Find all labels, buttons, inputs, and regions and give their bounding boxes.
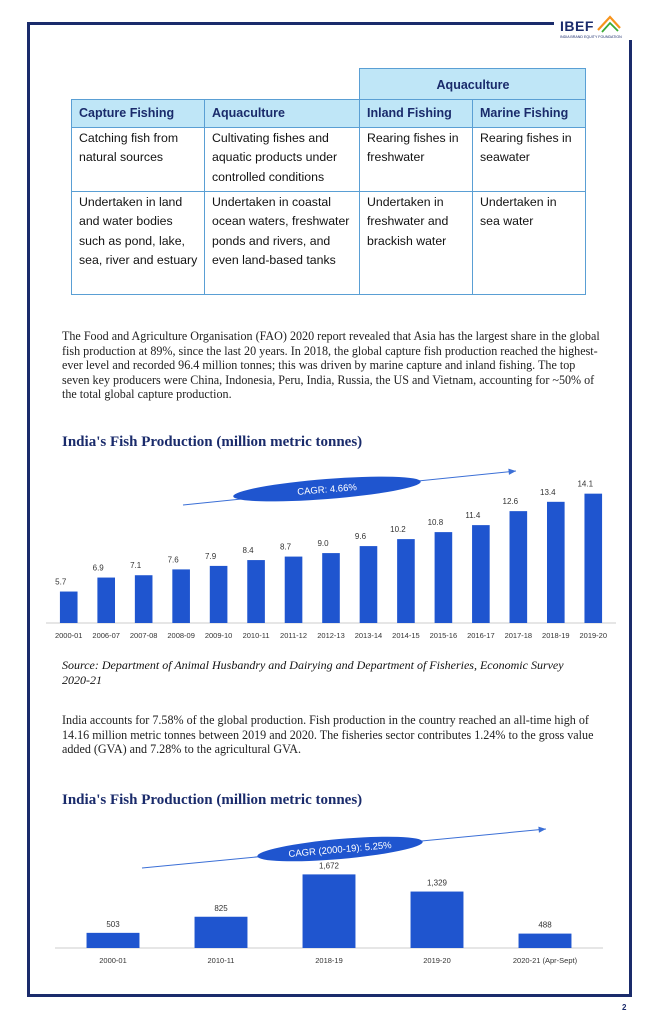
category-label: 2010-11 xyxy=(208,956,235,965)
data-label: 503 xyxy=(106,920,120,929)
category-label: 2019-20 xyxy=(423,956,451,965)
table-cell: Rearing fishes in seawater xyxy=(472,126,586,192)
data-label: 825 xyxy=(214,904,228,913)
data-label: 10.2 xyxy=(390,525,406,534)
bar xyxy=(97,577,116,623)
data-label: 12.6 xyxy=(503,497,519,506)
page-frame-top xyxy=(27,22,554,25)
category-label: 2020-21 (Apr-Sept) xyxy=(513,956,578,965)
trend-arrow-head xyxy=(508,468,516,475)
category-label: 2006-07 xyxy=(92,631,120,640)
bar xyxy=(134,575,153,623)
page-number: 2 xyxy=(622,1003,627,1012)
bar xyxy=(397,539,415,623)
category-label: 2007-08 xyxy=(130,631,158,640)
category-label: 2014-15 xyxy=(392,631,420,640)
table-group-header: Aquaculture xyxy=(359,68,586,100)
table-cell: Undertaken in freshwater and brackish wa… xyxy=(359,190,473,295)
bar xyxy=(434,532,453,623)
category-label: 2008-09 xyxy=(167,631,195,640)
cagr-badge: CAGR (2000-19): 5.25% xyxy=(257,836,423,862)
bar xyxy=(194,916,248,948)
page-frame-bottom xyxy=(27,994,632,997)
bar xyxy=(518,933,572,948)
category-label: 2016-17 xyxy=(467,631,495,640)
category-label: 2013-14 xyxy=(355,631,383,640)
data-label: 488 xyxy=(538,921,552,930)
category-label: 2019-20 xyxy=(580,631,608,640)
data-label: 8.4 xyxy=(243,546,255,555)
data-label: 5.7 xyxy=(55,578,67,587)
data-label: 7.6 xyxy=(168,555,180,564)
category-label: 2018-19 xyxy=(315,956,343,965)
data-label: 9.6 xyxy=(355,532,367,541)
chart1-heading: India's Fish Production (million metric … xyxy=(62,434,363,450)
table-header-marine: Marine Fishing xyxy=(472,99,586,128)
data-label: 9.0 xyxy=(317,539,329,548)
table-cell: Catching fish from natural sources xyxy=(71,126,205,192)
trend-arrow-head xyxy=(538,826,546,833)
table-cell: Undertaken in sea water xyxy=(472,190,586,295)
cagr-badge-shape xyxy=(257,836,423,862)
bar xyxy=(86,932,140,948)
cagr-label: CAGR: 4.66% xyxy=(297,482,358,498)
bar xyxy=(302,874,356,948)
bar xyxy=(284,556,303,623)
category-label: 2015-16 xyxy=(430,631,458,640)
bar xyxy=(359,546,378,623)
ibef-logo: IBEF INDIA BRAND EQUITY FOUNDATION xyxy=(560,14,626,42)
bar xyxy=(472,525,490,623)
category-label: 2009-10 xyxy=(205,631,233,640)
fish-production-chart-2: 503 2000-01 825 2010-11 1,672 2018-19 1,329 201… xyxy=(55,826,603,965)
category-label: 2017-18 xyxy=(505,631,533,640)
category-label: 2012-13 xyxy=(317,631,345,640)
cagr-badge: CAGR: 4.66% xyxy=(233,476,421,502)
category-label: 2000-01 xyxy=(99,956,127,965)
cagr-badge-shape xyxy=(233,476,421,502)
data-label: 1,672 xyxy=(319,861,340,870)
logo-text: IBEF xyxy=(560,18,594,34)
table-cell: Undertaken in land and water bodies such… xyxy=(71,190,205,295)
table-cell: Cultivating fishes and aquatic products … xyxy=(204,126,360,192)
category-label: 2018-19 xyxy=(542,631,570,640)
paragraph-india-share: India accounts for 7.58% of the global p… xyxy=(62,713,594,757)
paragraph-fao: The Food and Agriculture Organisation (F… xyxy=(62,329,600,402)
bar xyxy=(509,511,528,623)
bar xyxy=(584,493,603,623)
data-label: 13.4 xyxy=(540,488,556,497)
bar xyxy=(59,591,78,623)
data-label: 8.7 xyxy=(280,543,292,552)
bar xyxy=(410,891,464,948)
table-header-capture: Capture Fishing xyxy=(71,99,205,128)
data-label: 1,329 xyxy=(427,879,448,888)
data-label: 7.9 xyxy=(205,552,217,561)
logo-swoosh-icon xyxy=(597,15,621,33)
table-header-aquaculture: Aquaculture xyxy=(204,99,360,128)
category-label: 2000-01 xyxy=(55,631,83,640)
data-label: 11.4 xyxy=(465,511,481,520)
page-frame-right xyxy=(629,40,632,997)
bar xyxy=(546,501,565,623)
data-label: 14.1 xyxy=(577,480,593,489)
category-label: 2011-12 xyxy=(280,631,307,640)
fish-production-chart-1: 5.7 2000-01 6.9 2006-07 7.1 2007-08 7.6 2008-09… xyxy=(46,468,616,640)
data-label: 10.8 xyxy=(428,518,444,527)
page-frame-left xyxy=(27,22,30,997)
fishing-comparison-table: Aquaculture Capture Fishing Aquaculture … xyxy=(71,68,586,295)
source-note: Source: Department of Animal Husbandry a… xyxy=(62,658,564,687)
table-cell: Rearing fishes in freshwater xyxy=(359,126,473,192)
chart2-heading: India's Fish Production (million metric … xyxy=(62,792,363,808)
data-label: 7.1 xyxy=(130,561,142,570)
table-header-inland: Inland Fishing xyxy=(359,99,473,128)
bar xyxy=(322,553,340,623)
bar xyxy=(209,565,228,623)
table-cell: Undertaken in coastal ocean waters, fres… xyxy=(204,190,360,295)
logo-subtext: INDIA BRAND EQUITY FOUNDATION xyxy=(560,35,622,39)
data-label: 6.9 xyxy=(93,564,105,573)
category-label: 2010-11 xyxy=(243,631,270,640)
bar xyxy=(247,560,265,623)
bar xyxy=(172,569,190,623)
